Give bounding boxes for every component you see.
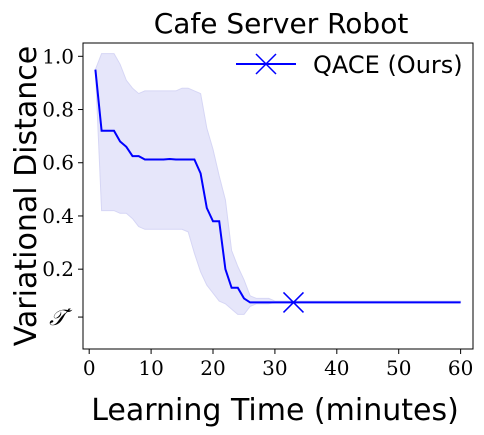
y-tick-label: 0.8 [42, 98, 74, 122]
y-tick-label: 1.0 [42, 44, 74, 68]
x-tick-label: 50 [386, 356, 411, 380]
chart-title: Cafe Server Robot [154, 7, 409, 40]
y-axis-label: Variational Distance [9, 46, 44, 347]
legend: QACE (Ours) [236, 51, 463, 79]
x-tick-label: 30 [262, 356, 287, 380]
x-tick-label: 40 [324, 356, 349, 380]
x-axis-label: Learning Time (minutes) [91, 393, 459, 428]
y-tick-label: 0.2 [42, 257, 74, 281]
y-tick-label: 0.6 [42, 151, 74, 175]
y-tick-label-reference: 𝒯′ [49, 306, 73, 331]
legend-marker-x [255, 53, 277, 75]
y-tick-label: 0.4 [42, 204, 74, 228]
series-line-0 [94, 69, 461, 304]
legend-label: QACE (Ours) [313, 51, 463, 79]
x-tick-label: 60 [448, 356, 473, 380]
plot-frame [82, 42, 474, 350]
x-tick-label: 10 [138, 356, 163, 380]
x-tick-label: 0 [83, 356, 96, 380]
series-marker-x [282, 291, 305, 313]
series-band-0 [94, 53, 462, 315]
plot-area [94, 53, 462, 315]
x-tick-label: 20 [200, 356, 225, 380]
axis-ticks: 0 10 20 30 40 50 60 0.2 0.4 0.6 0.8 1.0 𝒯′ [42, 44, 473, 380]
